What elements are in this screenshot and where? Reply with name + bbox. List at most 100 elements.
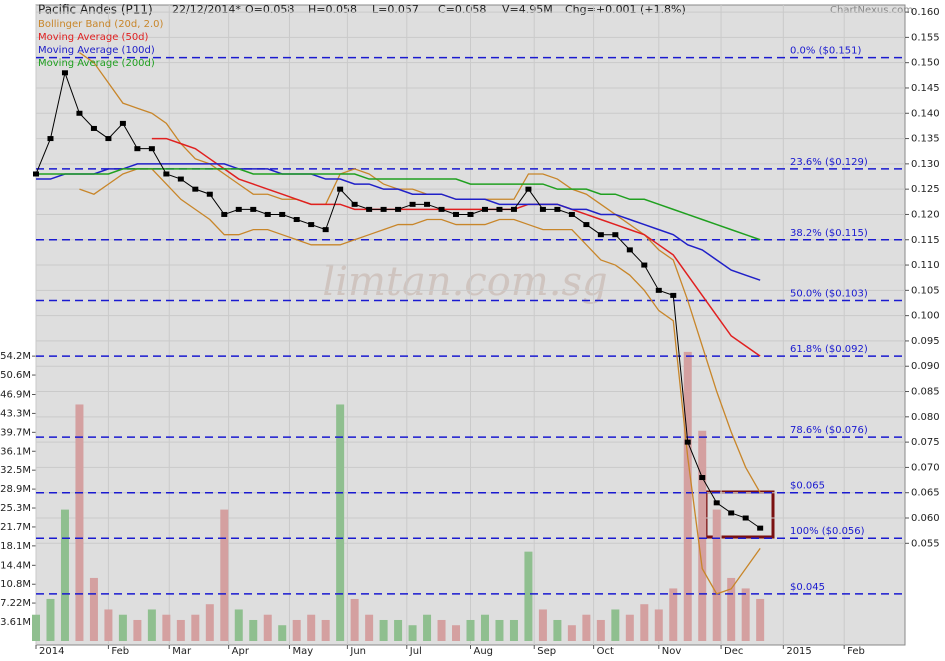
header-item: L=0.057 [372,3,419,16]
price-marker [221,211,228,217]
price-marker [757,525,764,531]
price-marker [351,201,358,207]
volume-bar [466,619,475,642]
volume-bar [191,614,200,642]
volume-bar [625,614,634,642]
fib-label: 78.6% ($0.076) [790,425,868,436]
x-tick-label: Dec [724,646,743,657]
y-tick-label: 0.120 [911,209,940,220]
volume-bar [741,588,750,642]
volume-bar [46,598,55,642]
y2-tick-label: 43.3M [0,408,31,419]
fib-label: 23.6% ($0.129) [790,157,868,168]
y-tick-label: 0.085 [911,387,940,398]
volume-bar [118,614,127,642]
volume-bar [640,604,649,642]
moving-average [151,137,761,357]
price-marker [134,146,141,152]
volume-bar [596,619,605,642]
x-tick-label: Nov [662,646,682,657]
price-marker [684,439,691,445]
volume-bar [307,614,316,642]
price-marker [206,191,213,197]
price-marker [264,211,271,217]
header-item: 22/12/2014* [172,3,241,16]
volume-bar [524,551,533,642]
y-tick-label: 0.105 [911,285,940,296]
y-tick-label: 0.115 [911,235,940,246]
volume-bar [567,625,576,642]
price-marker [148,146,155,152]
price-marker [322,227,329,233]
volume-bar [162,614,171,642]
volume-bar [60,509,69,642]
y2-tick-label: 36.1M [0,446,31,457]
x-tick-label: Feb [111,646,129,657]
y-tick-label: 0.065 [911,488,940,499]
volume-bar [423,614,432,642]
price-marker [279,211,286,217]
y-tick-label: 0.130 [911,159,940,170]
volume-bar [220,509,229,642]
y2-tick-label: 7.22M [0,598,31,609]
volume-bar [336,404,345,642]
x-tick-label: Feb [847,646,865,657]
header-item: O=0.058 [245,3,294,16]
price-marker [105,136,112,142]
fib-label: 61.8% ($0.092) [790,344,868,355]
header-item: H=0.058 [308,3,357,16]
y-tick-label: 0.150 [911,58,940,69]
price-marker [742,515,749,521]
volume-bar [553,619,562,642]
volume-bar [480,614,489,642]
header-item: C=0.058 [438,3,486,16]
x-tick-label: 2015 [786,646,811,657]
price-marker [612,232,619,238]
y-tick-label: 0.160 [911,7,940,18]
y-tick-label: 0.090 [911,361,940,372]
y-tick-label: 0.100 [911,311,940,322]
price-marker [380,206,387,212]
legend-entry: Moving Average (200d) [38,58,155,69]
y-tick-label: 0.110 [911,260,940,271]
volume-bar [538,609,547,642]
volume-bar [582,614,591,642]
y2-tick-label: 21.7M [0,522,31,533]
volume-bar [509,619,518,642]
y2-tick-label: 3.61M [0,617,31,628]
price-marker [496,206,503,212]
x-tick-label: Jul [409,646,422,657]
x-tick-label: Apr [232,646,250,657]
price-marker [467,211,474,217]
volume-bar [104,609,113,642]
fib-label: $0.065 [790,481,825,492]
price-marker [163,171,170,177]
volume-bar [321,619,330,642]
volume-bar [654,609,663,642]
x-tick-label: Jun [349,646,366,657]
fib-label: 38.2% ($0.115) [790,228,868,239]
volume-bar [698,430,707,642]
price-marker [481,206,488,212]
volume-bar [147,609,156,642]
price-marker [308,222,315,228]
fib-label: $0.045 [790,582,825,593]
price-marker [177,176,184,182]
moving-average [36,168,761,241]
volume-bar [32,614,40,642]
volume-bar [365,614,374,642]
price-marker [626,247,633,253]
y2-tick-label: 10.8M [0,579,31,590]
y2-tick-label: 54.2M [0,351,31,362]
volume-bar [437,619,446,642]
price-marker [33,171,39,177]
fib-label: 0.0% ($0.151) [790,46,861,57]
y-tick-label: 0.060 [911,513,940,524]
header-item: Chg=+0.001 (+1.8%) [565,3,686,16]
volume-bar [133,619,142,642]
volume-bar [75,404,84,642]
volume-bar [205,604,214,642]
x-tick-label: Sep [537,646,556,657]
